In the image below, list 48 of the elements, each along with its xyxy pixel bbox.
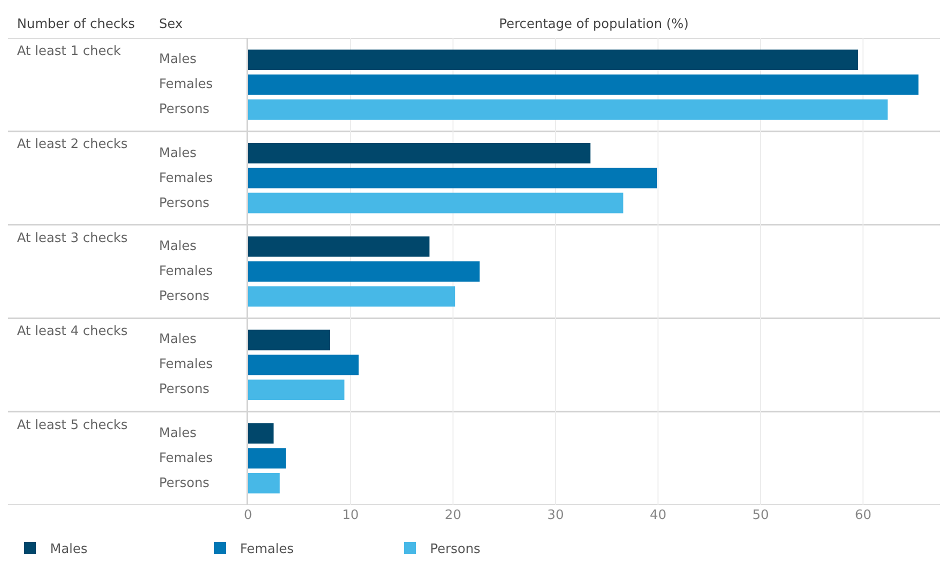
y-tick-label: At least 4 checks [17,324,128,339]
text: Persons [159,476,210,491]
y-tick-label: At least 1 check [17,44,122,59]
text: Males [159,52,197,67]
bar [248,330,330,350]
bar [248,286,456,307]
x-tick-label: 0 [244,508,252,523]
y-tick-label: At least 5 checks [17,418,128,433]
text: Persons [159,196,210,211]
x-tick-label: 20 [444,508,462,523]
x-tick-label: 40 [650,508,666,523]
text: Females [159,77,213,92]
x-tick-label: 30 [547,508,564,523]
bar [248,236,430,257]
text: Males [159,332,197,347]
x-tick-label: 10 [342,508,359,523]
bar [248,354,359,376]
bar [248,168,658,188]
text: Males [159,146,197,161]
x-tick-label: 50 [752,508,769,523]
text: Persons [159,102,210,117]
y-tick-label: At least 2 checks [17,137,128,152]
text: Females [159,451,213,466]
bar [248,50,858,70]
bar [248,261,480,282]
text: Females [159,171,213,186]
text: Females [159,357,213,372]
bar [248,142,590,164]
y-tick-label: At least 3 checks [17,231,128,246]
bar [248,472,280,494]
legend-label: Persons [430,542,481,558]
text: Males [159,426,197,441]
legend-label: Females [240,542,294,558]
bar [248,99,888,120]
bar [248,74,918,95]
text: Males [159,239,197,254]
text: Females [159,264,213,279]
bar [248,192,624,214]
y-axis-title: Number of checks [17,17,136,32]
x-tick-label: 60 [854,508,872,523]
bar [248,380,344,400]
legend-title: Sex [159,17,184,32]
bar [248,448,286,469]
text: Persons [159,289,210,304]
x-axis-title: Percentage of population (%) [499,17,689,32]
text: Persons [159,382,210,397]
bar [248,423,274,444]
legend-label: Males [50,542,88,558]
